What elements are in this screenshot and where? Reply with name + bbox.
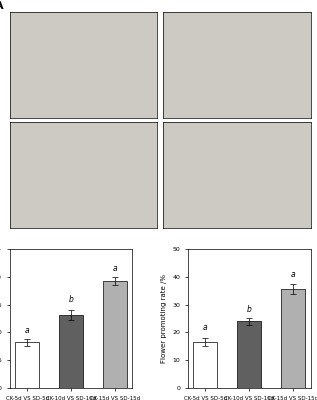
Bar — [193, 342, 217, 388]
Text: a: a — [113, 264, 117, 273]
Y-axis label: Flower promoting rate /%: Flower promoting rate /% — [161, 274, 167, 363]
Bar — [281, 289, 305, 388]
Bar — [237, 321, 261, 388]
Text: a: a — [203, 323, 208, 332]
Text: b: b — [68, 295, 74, 304]
Text: A: A — [0, 2, 3, 12]
Text: b: b — [247, 305, 252, 314]
Text: a: a — [25, 326, 29, 335]
Bar — [59, 314, 83, 388]
Bar — [15, 342, 39, 388]
Bar — [103, 281, 127, 388]
Text: a: a — [291, 270, 295, 279]
